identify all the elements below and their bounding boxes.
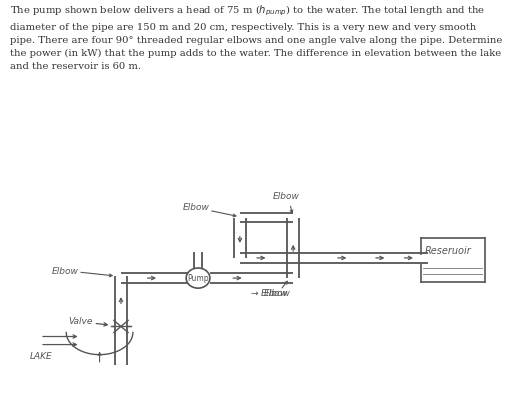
Text: Elbow: Elbow	[183, 203, 210, 212]
Text: Pump: Pump	[187, 274, 209, 283]
Text: Valve: Valve	[69, 318, 93, 326]
Text: $\rightarrow$Elbow: $\rightarrow$Elbow	[249, 287, 289, 298]
Text: Reseruoir: Reseruoir	[424, 246, 471, 256]
Text: The pump shown below delivers a head of 75 m ($h_{pump}$) to the water. The tota: The pump shown below delivers a head of …	[10, 4, 503, 71]
Text: Elbow: Elbow	[264, 289, 291, 298]
Circle shape	[186, 268, 210, 288]
Text: Elbow: Elbow	[52, 267, 79, 276]
Text: LAKE: LAKE	[29, 352, 52, 361]
Text: Elbow: Elbow	[273, 193, 300, 202]
